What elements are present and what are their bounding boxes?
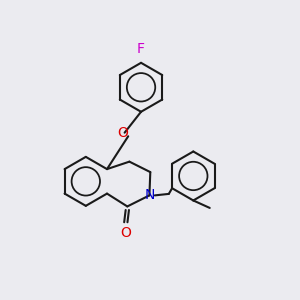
Text: O: O (120, 226, 131, 240)
Text: N: N (145, 188, 155, 203)
Text: F: F (136, 42, 144, 56)
Text: O: O (118, 126, 129, 140)
